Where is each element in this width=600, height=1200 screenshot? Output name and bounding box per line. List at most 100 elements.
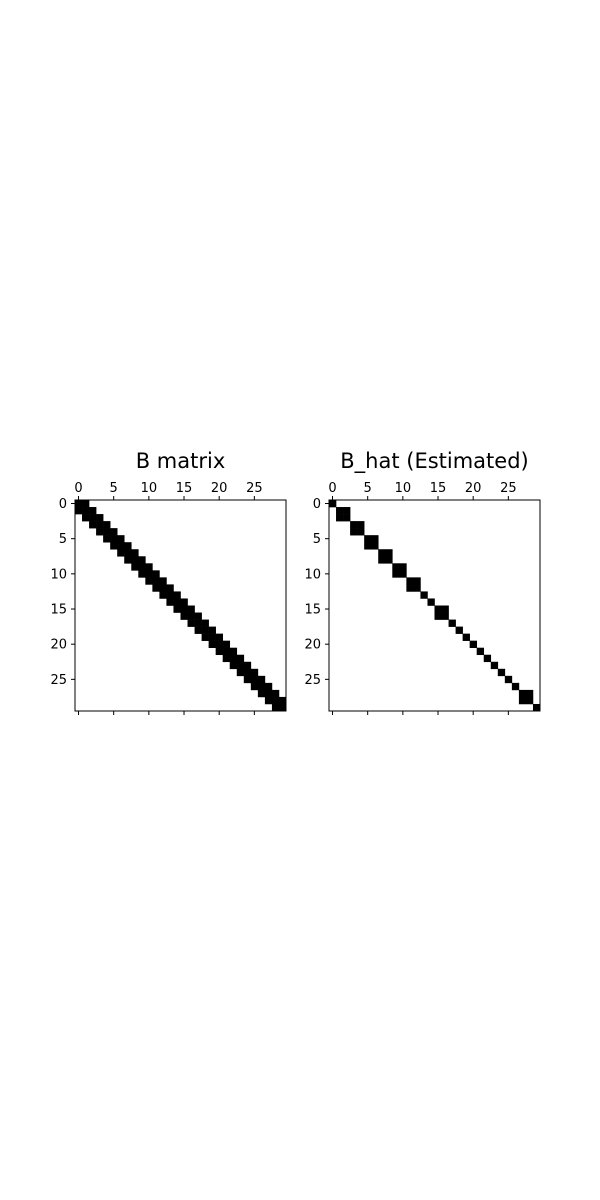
x-tick-label: 0 [74,481,82,496]
matrix-cell [271,696,280,705]
matrix-cell [194,619,202,627]
matrix-cell [131,549,139,557]
matrix-cell [96,521,104,529]
matrix-cell [243,668,252,677]
matrix-cell [110,528,118,536]
matrix-cell [448,619,456,627]
matrix-cell [117,542,125,550]
matrix-cell [525,696,534,705]
matrix-cell [455,626,463,634]
matrix-cell [201,619,209,627]
matrix-cell [250,682,259,691]
matrix-cell [152,577,160,585]
matrix-cell [278,703,287,712]
matrix-cell [82,507,90,515]
x-tick-label: 15 [430,481,447,496]
matrix-cell [103,528,111,536]
matrix-cell [159,584,167,592]
matrix-cell [208,633,216,641]
x-tick-label: 0 [328,481,336,496]
matrix-cell [124,549,132,557]
matrix-cell [476,647,485,656]
matrix-cell [103,535,111,543]
matrix-cell [159,577,167,585]
matrix-cell [343,507,351,515]
y-tick-label: 5 [313,532,321,547]
matrix-cell [215,640,223,648]
matrix-cell [110,542,118,550]
matrix-cell [250,675,259,684]
matrix-cells [329,500,541,712]
x-tick-label: 10 [141,481,158,496]
matrix-cell [427,598,435,606]
matrix-cell [82,514,90,522]
matrix-cell [441,605,449,613]
matrix-cell [145,563,153,571]
matrix-cell [222,647,231,656]
matrix-cell [96,514,104,522]
matrix-cell [343,514,351,522]
matrix-cell [138,563,146,571]
matrix-cell [236,668,245,677]
matrix-cell [504,675,513,684]
matrix-cell [117,549,125,557]
matrix-cell [271,703,280,712]
matrix-cell [166,598,174,606]
chart-title: B matrix [136,449,226,473]
matrix-cell [518,696,527,705]
matrix-cell [264,682,273,691]
x-tick-label: 25 [246,481,263,496]
matrix-cell [490,661,499,670]
x-tick-label: 20 [211,481,228,496]
matrix-cell [131,556,139,564]
axes-frame [74,499,287,712]
matrix-cell [236,654,245,663]
matrix-cell [364,542,372,550]
matrix-cell [110,535,118,543]
matrix-cell [336,507,344,515]
matrix-cell [229,647,238,656]
matrix-cell [497,668,506,677]
y-tick-label: 15 [304,603,321,618]
matrix-cell [145,570,153,578]
heatmap-b-hat-estimated: 0 5 10 15 20 25 0 5 10 15 20 25 B_hat (Estimated) [304,449,541,715]
matrix-cell [222,640,231,648]
matrix-cell [469,640,477,648]
matrix-cell [434,605,442,613]
y-tick-label: 0 [59,497,67,512]
matrix-cells [75,500,287,712]
axes-frame [328,499,541,712]
matrix-cell [96,528,104,536]
matrix-cell [187,619,195,627]
matrix-cell [201,633,209,641]
y-tick-label: 15 [50,603,67,618]
y-tick-label: 25 [304,673,321,688]
matrix-cell [89,521,97,529]
matrix-cell [131,563,139,571]
matrix-cell [82,500,90,508]
matrix-cell [166,591,174,599]
matrix-cell [378,556,386,564]
chart-title: B_hat (Estimated) [340,449,528,474]
matrix-cell [385,556,393,564]
matrix-cell [187,612,195,620]
matrix-cell [173,598,181,606]
matrix-cell [257,682,266,691]
matrix-cell [406,577,414,585]
matrix-cell [336,514,344,522]
x-tick-label: 5 [110,481,118,496]
matrix-cell [532,703,541,712]
y-tick-label: 5 [59,532,67,547]
matrix-cell [124,556,132,564]
matrix-cell [236,661,245,670]
matrix-cell [441,612,449,620]
matrix-cell [413,577,421,585]
y-tick-label: 25 [50,673,67,688]
matrix-cell [357,521,365,529]
y-tick-label: 0 [313,497,321,512]
y-tick-label: 10 [304,567,321,582]
x-tick-label: 25 [500,481,517,496]
matrix-cell [243,661,252,670]
y-tick-label: 20 [304,638,321,653]
